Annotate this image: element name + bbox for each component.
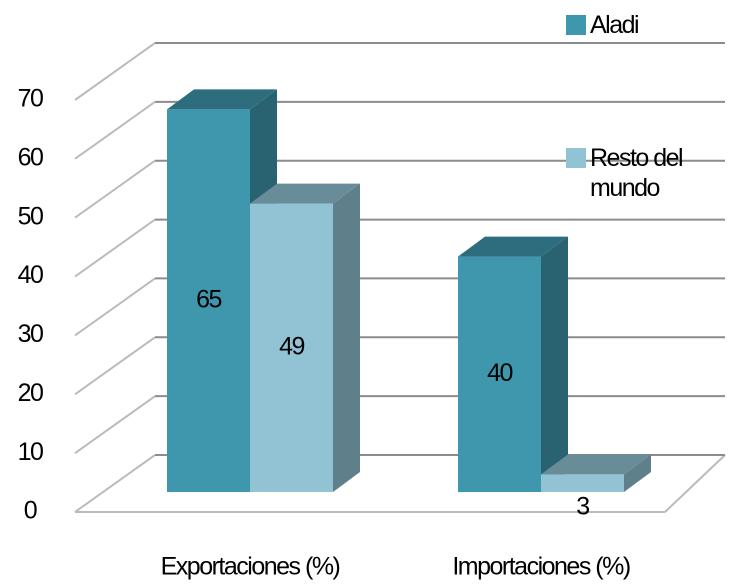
grid-diagonal — [74, 42, 156, 101]
bar — [250, 203, 333, 492]
legend-swatch — [566, 15, 586, 35]
y-tick-label: 50 — [18, 202, 43, 230]
grid-diagonal — [74, 454, 156, 513]
y-tick-label: 60 — [18, 143, 43, 171]
bar-side — [333, 183, 360, 492]
bar-top — [541, 454, 651, 475]
bar-top — [458, 236, 568, 257]
legend-swatch — [566, 148, 586, 168]
legend-label: Resto del mundo — [590, 144, 684, 202]
bar — [541, 474, 624, 492]
y-tick-label: 20 — [18, 379, 43, 407]
value-label: 40 — [487, 359, 512, 387]
bar-side — [624, 454, 651, 492]
y-tick-label: 40 — [18, 261, 43, 289]
bar — [458, 256, 541, 492]
y-tick-label: 70 — [18, 85, 43, 113]
grid-diagonal — [74, 159, 156, 219]
value-label: 65 — [196, 285, 221, 313]
value-label: 3 — [576, 493, 589, 521]
y-tick-label: 10 — [18, 438, 43, 466]
grid-diagonal — [74, 101, 156, 160]
y-tick-label: 30 — [18, 320, 43, 348]
bar-top — [167, 89, 277, 110]
grid-diagonal — [74, 218, 156, 278]
value-label: 49 — [279, 332, 304, 360]
bar-top — [250, 183, 360, 204]
grid-diagonal — [74, 277, 156, 337]
bar — [167, 109, 250, 492]
grid-diagonal — [74, 336, 156, 396]
x-tick-label: Importaciones (%) — [452, 553, 630, 581]
floor-right — [664, 454, 726, 513]
bar-side — [541, 236, 568, 492]
y-tick-label: 0 — [24, 497, 37, 525]
x-tick-label: Exportaciones (%) — [161, 553, 340, 581]
grid-diagonal — [74, 395, 156, 454]
legend-label: Aladi — [590, 11, 640, 39]
